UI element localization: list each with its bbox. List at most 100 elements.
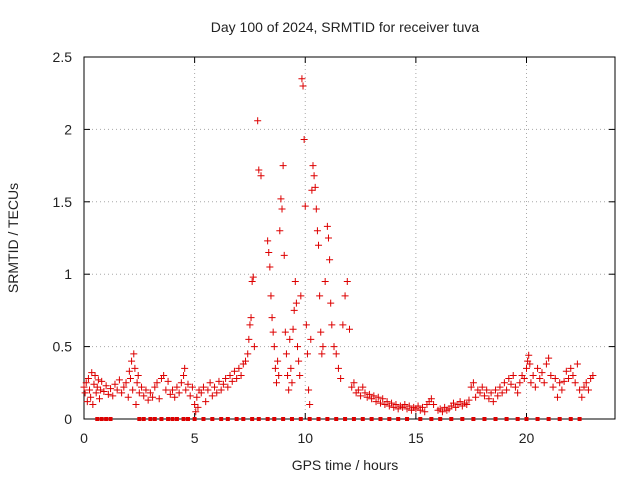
data-point [270, 343, 278, 351]
data-point [104, 390, 112, 398]
data-point [531, 383, 539, 391]
data-point [467, 383, 475, 391]
data-point [92, 389, 100, 397]
data-point [324, 234, 332, 242]
data-point [287, 364, 295, 372]
data-point [463, 401, 471, 409]
data-point [388, 399, 396, 407]
data-point [361, 389, 369, 397]
zero-marker [201, 417, 206, 421]
zero-marker [438, 417, 443, 421]
data-point [492, 386, 500, 394]
zero-marker [250, 417, 255, 421]
data-point [100, 387, 108, 395]
data-point [237, 372, 245, 380]
data-point [545, 354, 553, 362]
data-point [573, 360, 581, 368]
zero-marker [181, 417, 186, 421]
data-point [257, 172, 265, 180]
data-point [551, 374, 559, 382]
data-point [419, 403, 427, 411]
data-point [525, 351, 533, 359]
data-point [547, 372, 555, 380]
data-point [144, 396, 152, 404]
data-point [469, 379, 477, 387]
data-point [208, 392, 216, 400]
data-point [438, 408, 446, 416]
data-point [84, 374, 92, 382]
plot-frame [83, 56, 616, 420]
data-point [224, 383, 232, 391]
data-point [211, 383, 219, 391]
data-point [487, 389, 495, 397]
data-point [571, 379, 579, 387]
data-point [580, 383, 588, 391]
zero-marker [471, 417, 476, 421]
data-point [222, 374, 230, 382]
zero-marker [137, 417, 142, 421]
y-tick-label: 1.5 [53, 194, 73, 210]
data-point [489, 398, 497, 406]
data-point [138, 383, 146, 391]
zero-marker [449, 417, 454, 421]
data-point [128, 357, 136, 365]
zero-marker [95, 417, 100, 421]
zero-marker [185, 417, 190, 421]
zero-marker [577, 417, 582, 421]
data-point [327, 299, 335, 307]
zero-marker [418, 417, 423, 421]
data-point [278, 205, 286, 213]
zero-marker [272, 417, 277, 421]
zero-marker [343, 417, 348, 421]
data-point [321, 277, 329, 285]
data-point [310, 172, 318, 180]
data-point [289, 325, 297, 333]
zero-marker [141, 417, 146, 421]
data-point [235, 364, 243, 372]
data-point [496, 383, 504, 391]
data-point [191, 401, 199, 409]
data-point [180, 372, 188, 380]
data-point [97, 386, 105, 394]
data-point [511, 383, 519, 391]
data-point [359, 383, 367, 391]
data-point [275, 372, 283, 380]
data-point [269, 328, 277, 336]
data-point [316, 292, 324, 300]
data-point [140, 392, 148, 400]
data-point [348, 383, 356, 391]
data-point [149, 393, 157, 401]
data-point [485, 395, 493, 403]
data-point [291, 277, 299, 285]
data-point [589, 372, 597, 380]
data-point [323, 222, 331, 230]
data-point [83, 398, 91, 406]
zero-marker [99, 417, 104, 421]
zero-marker [219, 417, 224, 421]
zero-marker [568, 417, 573, 421]
data-point [153, 379, 161, 387]
data-point [86, 386, 94, 394]
data-point [88, 369, 96, 377]
zero-marker [265, 417, 270, 421]
data-point [82, 379, 90, 387]
data-point [553, 393, 561, 401]
data-point [135, 389, 143, 397]
data-point [202, 398, 210, 406]
data-point [379, 395, 387, 403]
data-point [250, 343, 258, 351]
data-point [109, 392, 117, 400]
data-point [301, 202, 309, 210]
zero-marker [369, 417, 374, 421]
data-point [312, 205, 320, 213]
data-point [118, 389, 126, 397]
data-point [188, 383, 196, 391]
zero-marker [307, 417, 312, 421]
data-point [131, 364, 139, 372]
data-point [578, 393, 586, 401]
zero-marker [289, 417, 294, 421]
data-point [230, 367, 238, 375]
data-point [354, 386, 362, 394]
data-point [542, 360, 550, 368]
